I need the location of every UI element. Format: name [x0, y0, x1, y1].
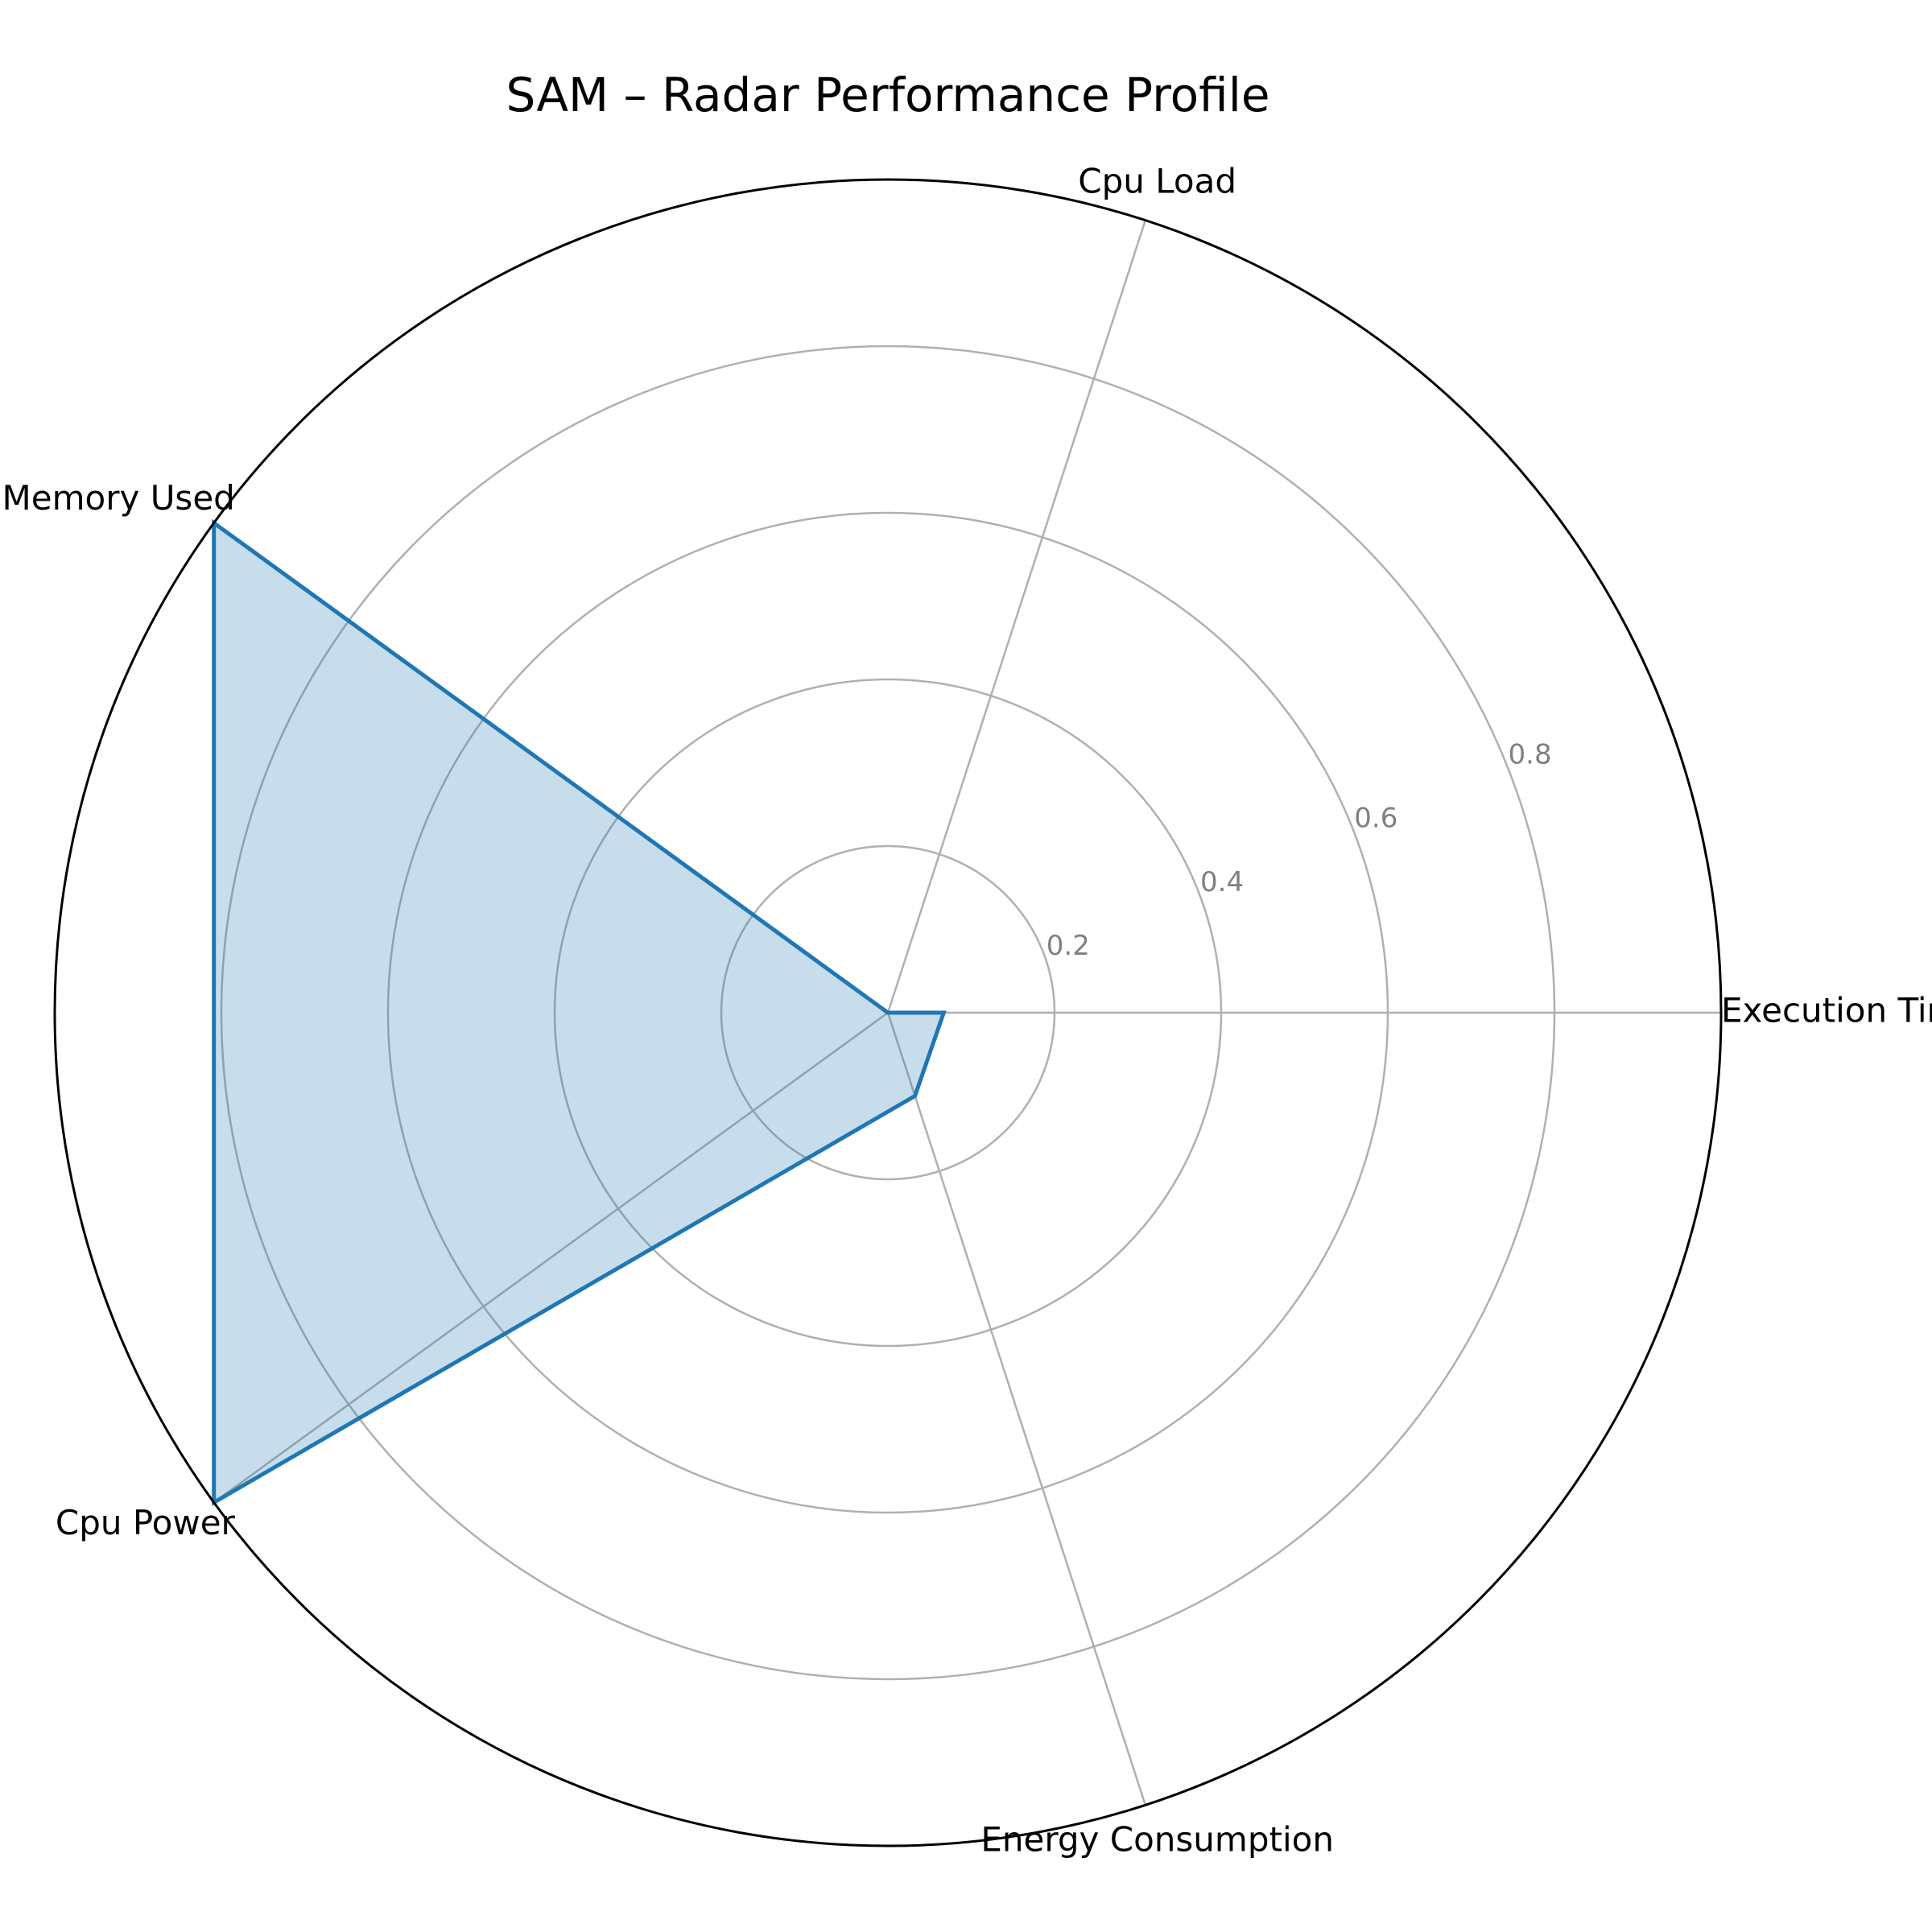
- axis-label-execution-time: Execution Time: [1721, 991, 1932, 1030]
- spoke-3: [213, 1011, 889, 1504]
- tick-label-2: 0.6: [1354, 803, 1397, 835]
- axis-label-cpu-power: Cpu Power: [56, 1503, 236, 1542]
- axis-label-energy-consumption: Energy Consumption: [980, 1819, 1334, 1859]
- series-line-0: [212, 518, 947, 1506]
- spoke-1: [886, 220, 1147, 1013]
- radar-series: [212, 518, 947, 1506]
- tick-label-0: 0.2: [1046, 930, 1090, 962]
- axis-label-memory-used: Memory Used: [2, 478, 235, 518]
- polar-frame: [53, 178, 1723, 1847]
- series-fill-0: [213, 522, 944, 1503]
- chart-title: SAM – Radar Performance Profile: [506, 68, 1269, 122]
- radial-ticks: 0.2 0.4 0.6 0.8: [1046, 738, 1552, 962]
- spoke-4: [886, 1012, 1147, 1806]
- tick-label-1: 0.4: [1200, 866, 1244, 898]
- tick-label-3: 0.8: [1509, 738, 1552, 770]
- axis-label-cpu-load: Cpu Load: [1078, 162, 1236, 201]
- axis-labels: Execution Time Cpu Load Memory Used Cpu Pow…: [2, 162, 1932, 1860]
